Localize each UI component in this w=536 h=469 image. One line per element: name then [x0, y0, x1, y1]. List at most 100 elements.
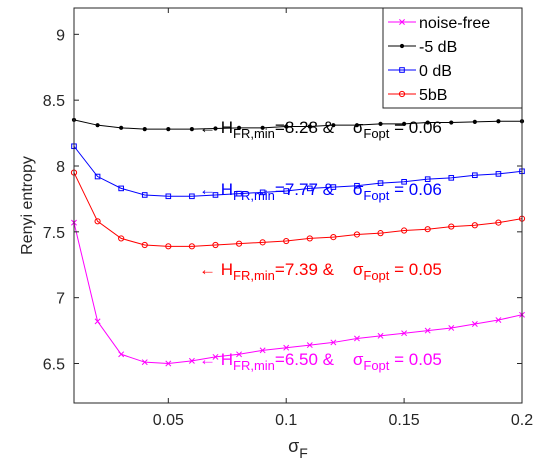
series-line-5-db: [73, 119, 522, 130]
annotation-noise-free: ← HFR,min=6.50 & σFopt = 0.05: [199, 350, 442, 373]
series-line-0-db: [73, 145, 523, 197]
legend: noise-free -5 dB 0 dB 5bB: [382, 7, 523, 109]
legend-entry: -5 dB: [388, 39, 457, 56]
data-point-0-db-5: [189, 193, 195, 200]
data-point-5bb-1: [94, 218, 101, 225]
data-point-5-db-3: [142, 127, 147, 132]
data-point-5bb-5: [188, 243, 195, 250]
data-point-5-db-5: [189, 127, 194, 132]
data-point-5-db-9: [284, 124, 289, 129]
data-point-noise-free-13: [377, 332, 384, 339]
data-point-5-db-8: [260, 125, 265, 130]
annotation-5bb: ← HFR,min=7.39 & σFopt = 0.05: [199, 260, 442, 283]
data-point-5-db-2: [119, 125, 124, 130]
annotation-0-db: ← HFR,min=7.77 & σFopt = 0.06: [199, 180, 442, 203]
data-point-0-db-15: [424, 176, 431, 182]
data-point-0-db-12: [354, 182, 360, 189]
data-point-noise-free-7: [236, 351, 243, 358]
data-point-0-db-2: [118, 185, 124, 192]
legend-label: 5bB: [419, 87, 447, 104]
data-point-5bb-14: [401, 227, 408, 234]
data-point-5-db-15: [425, 120, 430, 125]
data-point-5bb-13: [377, 230, 384, 237]
data-point-0-db-18: [495, 171, 502, 177]
data-point-5-db-18: [496, 119, 501, 124]
data-point-5bb-2: [118, 235, 125, 242]
data-point-noise-free-9: [283, 344, 290, 351]
data-point-0-db-17: [472, 172, 478, 179]
y-tick-label: 8: [56, 159, 65, 176]
data-point-noise-free-10: [306, 342, 313, 349]
data-point-5-db-16: [449, 120, 454, 125]
data-point-5bb-8: [259, 239, 266, 246]
data-point-5-db-11: [331, 123, 336, 128]
annotation-text: ← HFR,min=6.50 & σFopt = 0.05: [199, 350, 442, 373]
data-point-5bb-15: [424, 226, 431, 233]
x-tick-label: 0.1: [275, 412, 297, 429]
data-point-0-db-7: [236, 190, 242, 197]
data-point-noise-free-5: [188, 357, 195, 364]
legend-box: [382, 7, 523, 109]
x-tick-label: 0.15: [389, 412, 420, 429]
data-point-noise-free-8: [259, 347, 266, 354]
data-point-noise-free-12: [353, 335, 360, 342]
annotation-layer: ← HFR,min=8.28 & σFopt = 0.06 ← HFR,min=7…: [199, 118, 442, 373]
data-point-5-db-1: [95, 123, 100, 128]
data-point-5bb-17: [471, 222, 478, 229]
data-point-5-db-10: [307, 124, 312, 129]
annotation-text: ← HFR,min=7.39 & σFopt = 0.05: [199, 260, 442, 283]
data-point-0-db-3: [141, 192, 148, 198]
data-point-noise-free-1: [94, 318, 101, 325]
data-point-5bb-4: [165, 243, 172, 250]
data-point-noise-free-17: [471, 321, 478, 327]
data-point-0-db-13: [377, 180, 384, 186]
data-point-0-db-10: [306, 185, 313, 192]
legend-entry: noise-free: [388, 15, 490, 32]
legend-entry: 5bB: [388, 87, 447, 104]
data-point-5bb-6: [212, 241, 219, 249]
legend-label: noise-free: [419, 15, 490, 32]
data-point-5-db-17: [472, 119, 477, 124]
data-point-5-db-4: [166, 127, 171, 132]
data-point-5bb-12: [353, 231, 361, 238]
axes-frame: [73, 7, 523, 404]
y-tick-label: 8.5: [43, 93, 65, 110]
data-point-0-db-9: [283, 188, 290, 194]
x-tick-label: 0.05: [153, 412, 184, 429]
y-tick-label: 9: [56, 27, 65, 44]
series-line-noise-free: [73, 222, 523, 365]
legend-entry: 0 dB: [388, 63, 452, 80]
data-point-noise-free-4: [165, 360, 172, 367]
y-tick-label: 7: [56, 291, 65, 308]
legend-swatch-marker: [399, 67, 405, 73]
y-tick-label: 6.5: [43, 357, 65, 374]
data-point-5bb-11: [330, 234, 337, 241]
data-point-0-db-1: [94, 173, 101, 180]
data-point-0-db-8: [259, 189, 266, 196]
series-5bb: [70, 169, 526, 250]
data-point-0-db-14: [401, 179, 407, 185]
data-point-5-db-12: [354, 123, 360, 128]
data-point-noise-free-11: [330, 339, 337, 346]
data-point-5bb-7: [235, 240, 243, 247]
data-point-5-db-14: [402, 121, 407, 126]
data-point-noise-free-16: [448, 324, 455, 331]
data-point-5-db-6: [213, 126, 218, 131]
annotation--5-db: ← HFR,min=8.28 & σFopt = 0.06: [199, 118, 442, 141]
data-point-5-db-13: [378, 121, 383, 126]
data-point-5bb-16: [448, 223, 455, 230]
legend-swatch-marker: [398, 90, 406, 98]
legend-label: 0 dB: [419, 63, 452, 80]
legend-label: -5 dB: [419, 39, 457, 56]
legend-swatch-marker: [399, 19, 405, 25]
data-point-5bb-18: [495, 219, 502, 226]
data-point-0-db-4: [165, 193, 172, 200]
series-layer: [70, 117, 526, 367]
y-axis-label: Renyi entropy: [19, 156, 36, 255]
axes-layer: 0.05 0.1 0.15 0.2 6.5 7 7.5 8 8.5 9 σF Renyi entrop…: [19, 7, 533, 461]
x-tick-label: 0.2: [511, 412, 533, 429]
data-point-5bb-3: [141, 241, 148, 249]
data-point-noise-free-3: [141, 359, 148, 366]
data-point-0-db-11: [330, 184, 337, 190]
